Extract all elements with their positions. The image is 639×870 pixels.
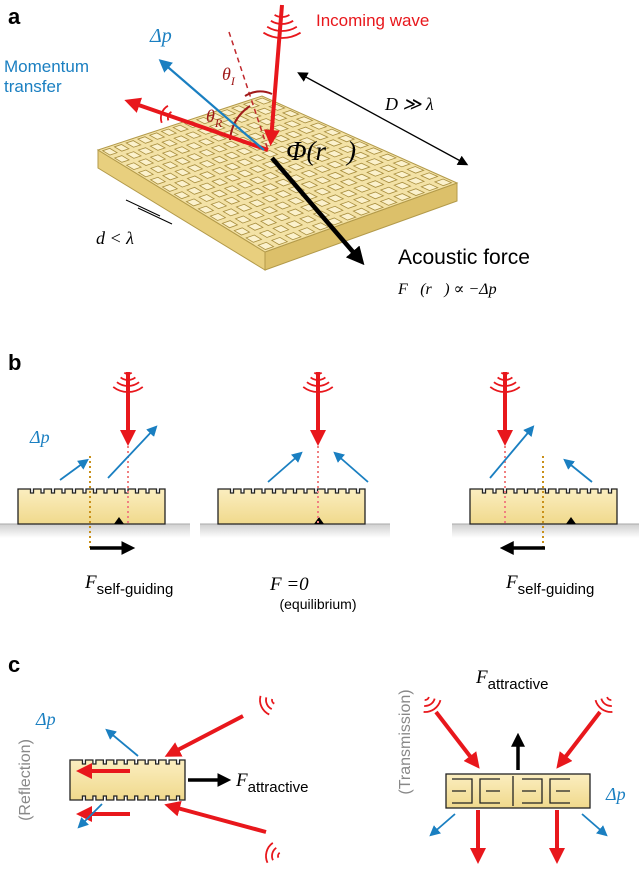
panel-label: c <box>8 652 20 677</box>
force-label: Fattractive <box>235 770 308 796</box>
panel-label: b <box>8 350 21 375</box>
theta-i: θI <box>222 64 236 88</box>
ground <box>200 524 390 538</box>
delta-p: Δp⃗ <box>605 784 639 804</box>
wavefront <box>425 697 429 700</box>
incoming-label: Incoming wave <box>316 11 429 30</box>
momentum-label: transfer <box>4 77 62 96</box>
symbol: F <box>235 770 248 791</box>
page: a Incoming wave Δp⃗ Momentum transfer θI… <box>0 0 639 870</box>
subscript: self-guiding <box>518 581 595 598</box>
wavefront <box>266 697 272 709</box>
arrow <box>108 428 155 478</box>
arrow <box>566 461 592 482</box>
subscript: I <box>230 74 236 88</box>
symbol: F <box>84 572 97 593</box>
force-label: Fself-guiding <box>505 572 594 598</box>
subscript: self-guiding <box>97 581 174 598</box>
force-label: F =0 <box>269 574 309 595</box>
transmission-label: (Transmission) <box>397 689 414 794</box>
wavefront <box>272 699 274 704</box>
force-label: Fself-guiding <box>84 572 173 598</box>
force-title: Acoustic force <box>398 246 530 269</box>
subscript: attractive <box>248 779 309 796</box>
period-label: d < λ <box>96 228 134 248</box>
arrow <box>170 806 266 832</box>
symbol: θ <box>206 106 215 126</box>
arrow <box>436 712 476 764</box>
symbol: F <box>475 667 488 688</box>
force-label: Fattractive <box>475 667 548 693</box>
wavefront <box>278 853 280 858</box>
arrow <box>268 454 300 482</box>
shapes <box>0 5 639 863</box>
wavefront <box>272 848 276 860</box>
arrow <box>108 731 138 756</box>
delta-p: Δp⃗ <box>35 709 70 729</box>
arrow <box>560 712 600 764</box>
wavefront <box>263 33 300 38</box>
momentum-label: Momentum <box>4 57 89 76</box>
ground <box>0 524 190 538</box>
arrow <box>582 814 605 834</box>
subscript: R <box>214 116 223 130</box>
slab <box>218 489 365 524</box>
subscript: attractive <box>488 676 549 693</box>
symbol: θ <box>222 64 231 84</box>
arrow <box>432 814 455 834</box>
arrow <box>490 428 532 478</box>
slab <box>70 760 185 800</box>
ground <box>452 524 639 538</box>
figure: a Incoming wave Δp⃗ Momentum transfer θI… <box>0 0 639 870</box>
arrow <box>170 716 243 754</box>
delta-p: Δp⃗ <box>149 25 187 47</box>
equilibrium-note: (equilibrium) <box>279 596 356 612</box>
force-formula: F⃗(r⃗) ∝ −Δp⃗ <box>397 281 509 298</box>
delta-p: Δp⃗ <box>29 427 64 447</box>
wavefront <box>607 697 611 700</box>
arrow <box>60 461 86 480</box>
reflection-label: (Reflection) <box>17 739 34 821</box>
symbol: F <box>505 572 518 593</box>
phase-label: Φ(r⃗) <box>286 136 356 166</box>
panel-label: a <box>8 4 21 29</box>
slab <box>18 489 165 524</box>
size-label: D ≫ λ <box>384 94 434 114</box>
arrow <box>336 454 368 482</box>
